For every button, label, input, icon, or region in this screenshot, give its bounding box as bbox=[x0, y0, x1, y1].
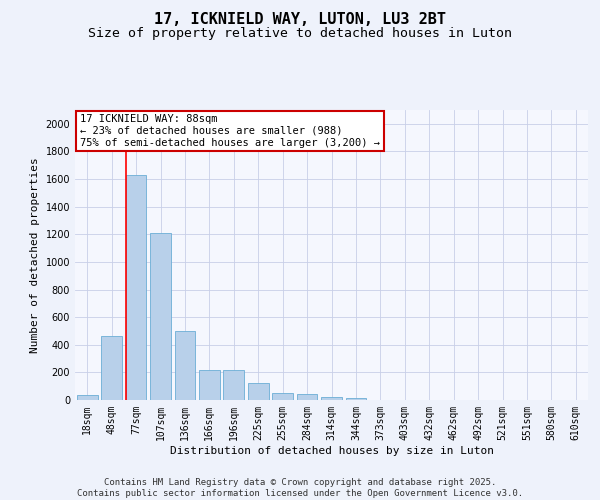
Bar bbox=[125, 175, 146, 400]
Text: 17 ICKNIELD WAY: 88sqm
← 23% of detached houses are smaller (988)
75% of semi-de: 17 ICKNIELD WAY: 88sqm ← 23% of detached… bbox=[80, 114, 380, 148]
Bar bbox=[77, 395, 98, 400]
Bar bbox=[101, 336, 122, 400]
Bar bbox=[248, 382, 269, 400]
Text: Size of property relative to detached houses in Luton: Size of property relative to detached ho… bbox=[88, 28, 512, 40]
Bar bbox=[272, 393, 293, 400]
X-axis label: Distribution of detached houses by size in Luton: Distribution of detached houses by size … bbox=[170, 446, 493, 456]
Bar bbox=[199, 370, 220, 400]
Bar bbox=[223, 370, 244, 400]
Bar bbox=[296, 394, 317, 400]
Bar bbox=[321, 396, 342, 400]
Bar bbox=[150, 233, 171, 400]
Bar bbox=[175, 331, 196, 400]
Bar bbox=[346, 398, 367, 400]
Text: 17, ICKNIELD WAY, LUTON, LU3 2BT: 17, ICKNIELD WAY, LUTON, LU3 2BT bbox=[154, 12, 446, 28]
Y-axis label: Number of detached properties: Number of detached properties bbox=[30, 157, 40, 353]
Text: Contains HM Land Registry data © Crown copyright and database right 2025.
Contai: Contains HM Land Registry data © Crown c… bbox=[77, 478, 523, 498]
